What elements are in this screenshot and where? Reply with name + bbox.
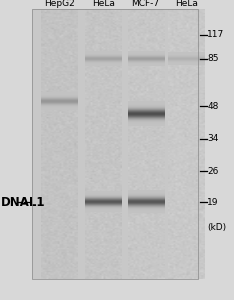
Text: HeLa: HeLa (92, 0, 115, 8)
Text: 19: 19 (207, 197, 219, 206)
Text: HeLa: HeLa (175, 0, 198, 8)
Text: DNAL1: DNAL1 (1, 196, 46, 208)
Text: 34: 34 (207, 134, 219, 143)
Bar (32, 9, 198, 279)
Text: 26: 26 (207, 167, 219, 176)
Text: HepG2: HepG2 (44, 0, 74, 8)
Text: 117: 117 (207, 30, 224, 39)
Text: 85: 85 (207, 54, 219, 63)
Text: (kD): (kD) (207, 223, 226, 232)
Text: MCF-7: MCF-7 (132, 0, 160, 8)
Text: 48: 48 (207, 102, 219, 111)
Bar (32, 9, 198, 279)
